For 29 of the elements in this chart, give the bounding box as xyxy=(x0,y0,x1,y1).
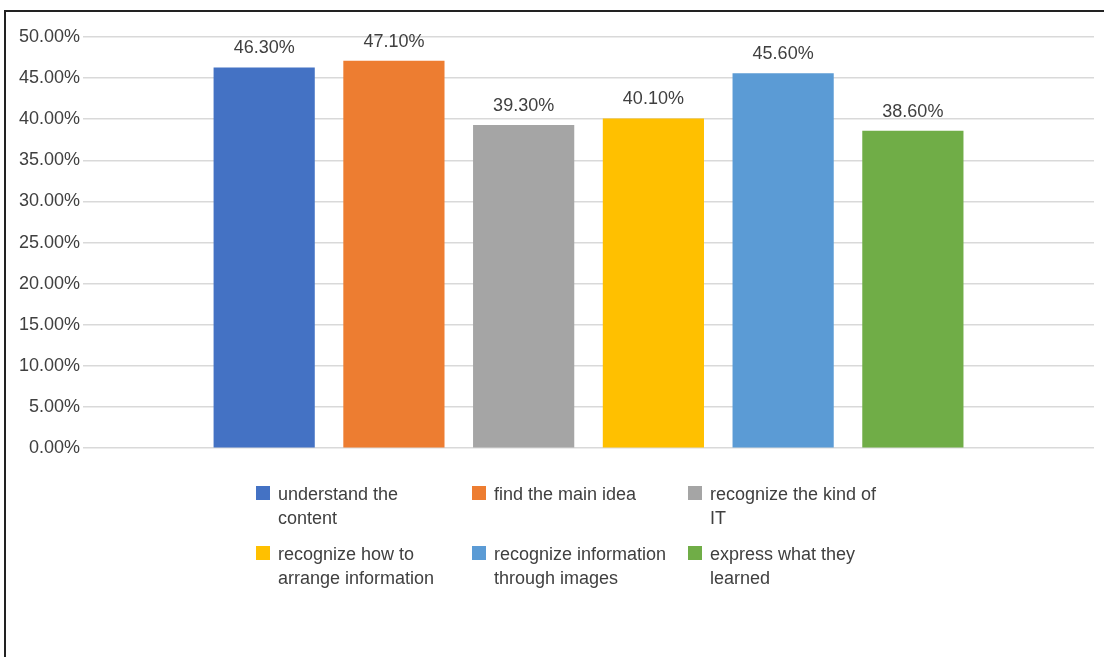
legend-label: recognize information through images xyxy=(494,543,668,590)
y-tick-label: 30.00% xyxy=(18,190,81,211)
legend-label: understand the content xyxy=(278,483,400,530)
bar xyxy=(862,130,964,448)
legend-label: recognize the kind of IT xyxy=(710,483,878,530)
y-tick-label: 5.00% xyxy=(29,396,81,417)
y-tick-label: 0.00% xyxy=(29,437,81,458)
bar xyxy=(473,125,575,448)
bar xyxy=(213,67,315,448)
y-tick-label: 45.00% xyxy=(18,67,81,88)
data-label: 40.10% xyxy=(622,88,684,109)
data-label: 45.60% xyxy=(752,43,814,64)
legend-label: recognize how to arrange information xyxy=(278,543,436,590)
y-tick-label: 25.00% xyxy=(18,231,81,252)
data-label: 39.30% xyxy=(493,94,555,115)
y-tick-label: 10.00% xyxy=(18,354,81,375)
legend-label: express what they learned xyxy=(710,543,857,590)
data-label: 46.30% xyxy=(233,37,295,58)
y-tick-label: 50.00% xyxy=(18,25,81,46)
bar xyxy=(343,60,445,448)
legend-label: find the main idea xyxy=(494,483,637,506)
data-label: 38.60% xyxy=(882,100,944,121)
y-tick-label: 35.00% xyxy=(18,149,81,170)
bar xyxy=(732,73,834,448)
y-tick-label: 40.00% xyxy=(18,108,81,129)
bar xyxy=(602,118,704,448)
y-tick-label: 20.00% xyxy=(18,272,81,293)
data-label: 47.10% xyxy=(363,30,425,51)
y-tick-label: 15.00% xyxy=(18,313,81,334)
